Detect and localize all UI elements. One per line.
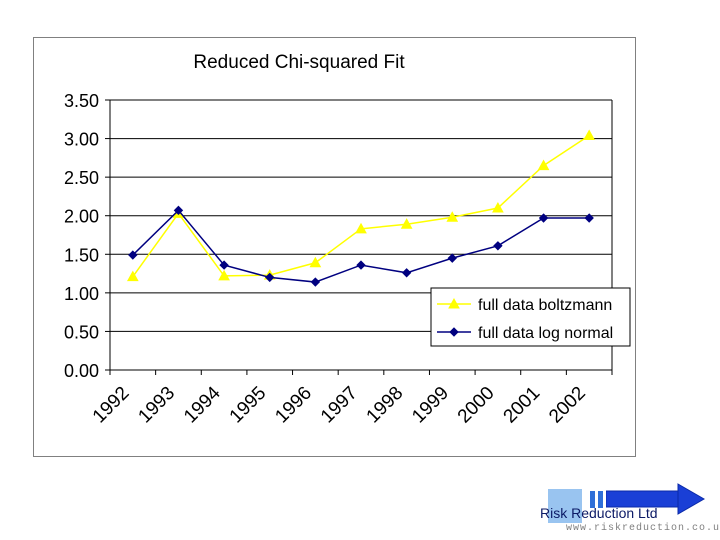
x-tick-label: 1996 [271,383,316,428]
x-tick-label: 2000 [454,383,499,428]
data-point-diamond [173,205,184,216]
data-point-triangle [446,211,459,222]
x-tick-label: 1998 [363,383,408,428]
data-point-diamond [265,272,275,283]
gridlines [110,99,612,332]
x-tick-label: 1999 [408,383,453,428]
data-point-diamond [310,277,321,287]
x-tick-label: 2002 [545,383,590,428]
data-point-diamond [219,260,229,270]
data-point-triangle [537,159,550,171]
data-point-diamond [449,327,459,337]
x-tick-label: 1995 [226,383,271,428]
data-point-triangle [400,218,413,229]
data-point-triangle [309,256,322,268]
risk-reduction-logo: Risk Reduction Ltd www.riskreduction.co.… [540,483,720,540]
y-tick-label: 0.50 [64,322,99,342]
y-tick-label: 2.50 [64,168,99,188]
y-tick-label: 1.00 [64,284,99,304]
data-point-triangle [583,129,596,140]
data-point-triangle [355,222,367,234]
legend-label: full data boltzmann [478,297,612,314]
data-point-triangle [492,201,504,213]
data-point-diamond [584,213,594,223]
y-tick-label: 3.00 [64,130,99,150]
data-point-diamond [493,241,503,251]
legend-box [430,287,631,347]
series-line [132,209,590,283]
x-tick-labels: 1992 1993 1994 1995 1996 1997 1998 1999 2000 2001… [89,382,590,427]
logo-square-icon [548,489,582,523]
y-tick-label: 1.50 [64,245,99,265]
y-tick-label: 2.00 [64,207,99,227]
y-tick-labels: 0.00 0.50 1.00 1.50 2.00 2.50 3.00 3.50 [64,91,99,381]
data-point-triangle [448,297,460,309]
chart-title: Reduced Chi-squared Fit [193,52,405,73]
legend-label: full data log normal [478,325,613,342]
y-tick-label: 0.00 [64,361,99,381]
arrow-right-icon [606,483,706,515]
data-point-triangle [126,270,139,282]
logo-bar-icon [590,491,595,508]
x-tick-label: 2001 [500,383,545,428]
y-tick-label: 3.50 [64,91,99,111]
x-tick-label: 1997 [317,383,362,428]
logo-bar-icon [598,491,603,508]
legend: full data boltzmann full data log normal [430,287,631,347]
data-point-diamond [128,250,138,260]
data-point-triangle [218,269,230,281]
data-point-diamond [447,253,457,263]
series-lines [126,129,596,287]
series-line [132,134,590,278]
chart-frame: Reduced Chi-squared Fit 0.00 0.50 1.00 1.50… [33,37,636,457]
axes [105,99,613,375]
x-tick-label: 1993 [134,383,179,428]
logo-company-name: Risk Reduction Ltd [540,505,658,521]
data-point-diamond [401,268,412,278]
x-tick-label: 1994 [180,382,225,427]
data-point-diamond [356,260,366,270]
data-point-diamond [538,213,549,223]
line-chart: Reduced Chi-squared Fit 0.00 0.50 1.00 1.50… [64,52,631,427]
x-tick-label: 1992 [89,383,134,428]
logo-website-url: www.riskreduction.co.uk [566,523,720,534]
